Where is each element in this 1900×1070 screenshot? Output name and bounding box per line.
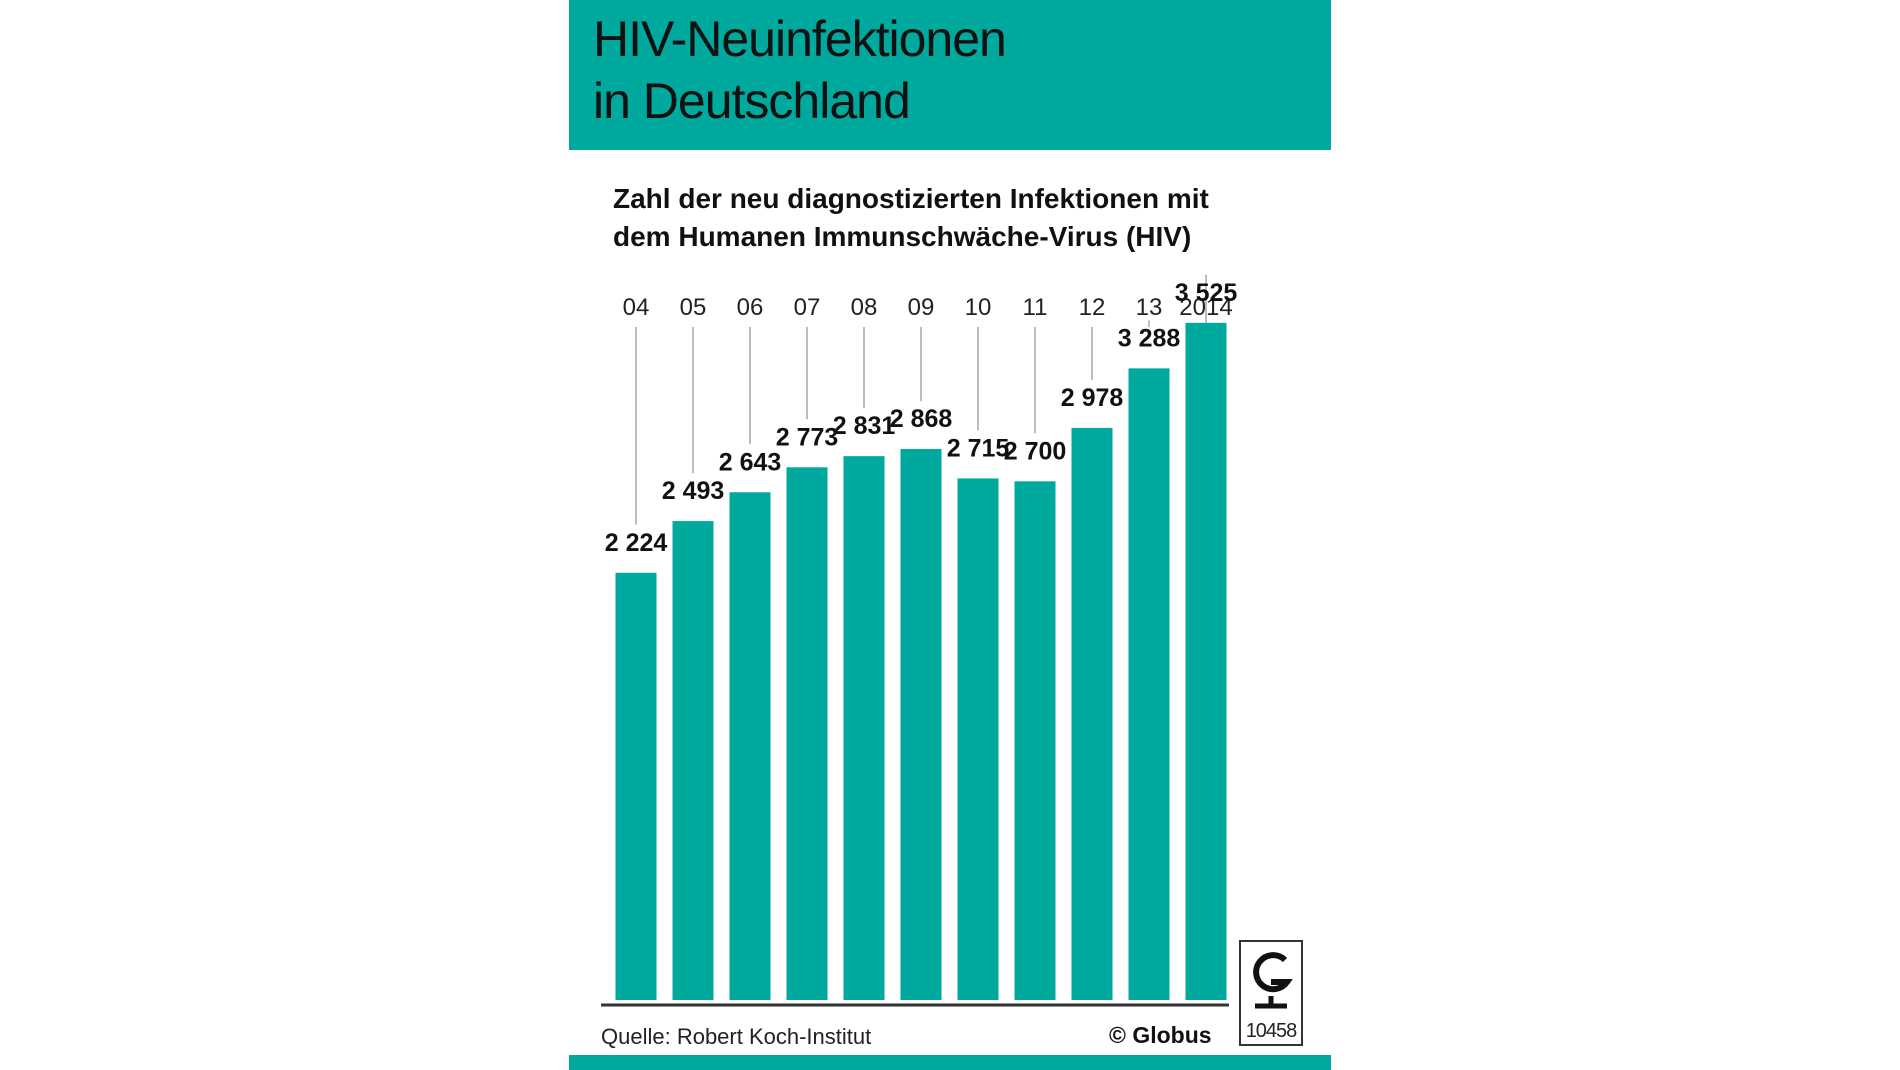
footer-band [569, 1055, 1331, 1070]
value-label: 3 288 [1118, 324, 1181, 352]
category-label: 08 [851, 294, 878, 321]
title-line-2: in Deutschland [593, 73, 911, 129]
category-label: 10 [965, 294, 992, 321]
subtitle-line-2: dem Humanen Immunschwäche-Virus (HIV) [613, 221, 1192, 252]
value-label: 2 493 [662, 477, 725, 505]
logo-number: 10458 [1245, 1020, 1298, 1042]
value-label: 2 868 [890, 405, 953, 433]
bar [786, 467, 828, 1000]
category-label: 09 [908, 294, 935, 321]
title-line-1: HIV-Neuinfektionen [593, 11, 1007, 67]
source-note: Quelle: Robert Koch-Institut [601, 1024, 872, 1049]
category-label: 11 [1023, 294, 1048, 321]
copyright-note: © Globus [1109, 1022, 1212, 1048]
bar [1071, 427, 1113, 1000]
bar [729, 492, 771, 1000]
category-label: 06 [737, 294, 764, 321]
category-label: 13 [1136, 294, 1163, 321]
category-label: 05 [680, 294, 707, 321]
page-title: HIV-Neuinfektionen in Deutschland [593, 8, 1293, 132]
category-label: 07 [794, 294, 821, 321]
value-label: 2 978 [1061, 384, 1124, 412]
bar [1185, 322, 1227, 1000]
value-label: 2 643 [719, 448, 782, 476]
bar [957, 478, 999, 1000]
value-label: 2 700 [1004, 437, 1067, 465]
category-label: 04 [623, 294, 650, 321]
infographic-card: HIV-Neuinfektionen in Deutschland Zahl de… [569, 0, 1331, 1070]
globus-g-icon [1253, 952, 1293, 1009]
bar [900, 449, 942, 1000]
value-label: 2 773 [776, 423, 839, 451]
bar [1014, 481, 1056, 1000]
bar [1128, 368, 1170, 1000]
value-label: 2 831 [833, 412, 896, 440]
bar [615, 572, 657, 1000]
chart-subtitle: Zahl der neu diagnostizierten Infektione… [613, 180, 1303, 256]
bar-chart: 04 2 224 05 2 493 06 2 643 07 2 773 08 2 831 09 2 8… [601, 274, 1238, 1007]
value-label: 2 715 [947, 434, 1010, 462]
value-label: 3 525 [1175, 279, 1238, 307]
bar [843, 456, 885, 1000]
subtitle-line-1: Zahl der neu diagnostizierten Infektione… [613, 183, 1209, 214]
value-label: 2 224 [605, 529, 668, 557]
title-banner: HIV-Neuinfektionen in Deutschland [569, 0, 1331, 150]
bar [672, 521, 714, 1000]
globus-logo: 10458 [1239, 940, 1303, 1046]
category-label: 12 [1079, 294, 1106, 321]
